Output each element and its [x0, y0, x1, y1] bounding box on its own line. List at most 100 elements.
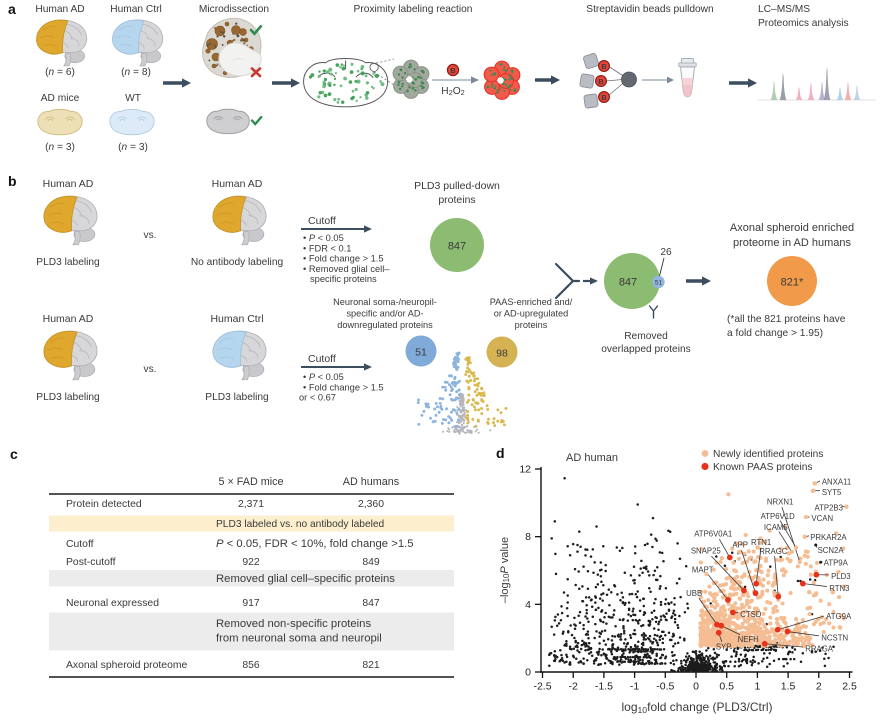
- protein-label-ICAM5: ICAM5: [764, 523, 788, 532]
- microcentrifuge-tube: [678, 58, 697, 98]
- svg-text:B: B: [601, 93, 606, 102]
- panel-a-n-ad-mice: (n = 3): [45, 142, 75, 153]
- b2-cutoff-bullets: • P < 0.05• Fold change > 1.5or < 0.67: [299, 372, 384, 403]
- protein-label-RRAGC: RRAGC: [759, 547, 788, 556]
- summary-table: 5 × FAD mice AD humans Protein detected 2,3…: [49, 476, 454, 678]
- svg-text:or < 0.67: or < 0.67: [299, 393, 336, 403]
- svg-text:B: B: [598, 77, 603, 86]
- svg-text:Protein detected: Protein detected: [66, 499, 142, 510]
- svg-text:Removed glial cell–specific pr: Removed glial cell–specific proteins: [216, 573, 395, 585]
- svg-text:P < 0.05, FDR < 10%, fold chan: P < 0.05, FDR < 10%, fold change >1.5: [216, 538, 414, 550]
- microdissection-tissue: [202, 17, 262, 78]
- b1-left-title: Human AD: [43, 178, 94, 190]
- panel-d-letter: d: [496, 445, 505, 461]
- panel-a-lcms-title-2: Proteomics analysis: [758, 18, 849, 29]
- svg-text:specific and/or AD-: specific and/or AD-: [346, 309, 423, 319]
- b1-circle-title-1: PLD3 pulled-down: [414, 180, 500, 192]
- venn-removed-2: overlapped proteins: [601, 344, 690, 355]
- b2-gold-circle-label: PAAS-enriched and/or AD-upregulatedprote…: [490, 297, 573, 330]
- svg-text:-2: -2: [569, 681, 578, 693]
- svg-text:Neuronal expressed: Neuronal expressed: [66, 598, 159, 609]
- venn-51-value: 51: [655, 280, 663, 287]
- protein-label-RRAGA: RRAGA: [805, 644, 834, 653]
- legend-dot-new: [701, 450, 709, 457]
- svg-text:specific proteins: specific proteins: [310, 274, 377, 284]
- b2-vs: vs.: [143, 364, 156, 375]
- circle-847-pulled-down: [430, 218, 484, 272]
- svg-text:-0.5: -0.5: [656, 681, 674, 693]
- b1-cutoff-bullets: • P < 0.05• FDR < 0.1• Fold change > 1.5…: [303, 233, 390, 284]
- venn-26-label: 26: [660, 247, 672, 258]
- circle-51: [405, 335, 437, 367]
- b2-right-sub: PLD3 labeling: [205, 392, 269, 403]
- svg-text:or AD-upregulated: or AD-upregulated: [494, 309, 569, 319]
- circle-98-value: 98: [496, 348, 508, 360]
- svg-text:PLD3 labeled vs. no antibody l: PLD3 labeled vs. no antibody labeled: [216, 519, 385, 530]
- protein-label-UBB: UBB: [686, 589, 702, 598]
- zoom-dash-lines: [371, 58, 398, 88]
- mini-volcano-plot: [416, 351, 508, 435]
- legend-label-new: Newly identified proteins: [713, 449, 823, 460]
- protein-label-ATG9A: ATG9A: [826, 612, 852, 621]
- brain-human-ctrl: [112, 19, 164, 67]
- result-note-1: (*all the 821 proteins have: [727, 314, 846, 325]
- protein-label-ANXA11: ANXA11: [822, 477, 851, 486]
- svg-text:B: B: [450, 66, 456, 75]
- svg-text:AD humans: AD humans: [343, 476, 400, 488]
- svg-text:2: 2: [816, 681, 822, 693]
- panel-a-human-ad-title: Human AD: [35, 4, 84, 15]
- panel-a-n-wt: (n = 3): [118, 142, 148, 153]
- protein-label-ATP2B3: ATP2B3: [815, 504, 843, 513]
- legend-label-known: Known PAAS proteins: [713, 462, 812, 473]
- svg-text:2,371: 2,371: [238, 499, 264, 510]
- panel-b: b Human AD PLD3 labeling vs. Human AD No…: [8, 173, 854, 435]
- venn-circle-847: [604, 253, 660, 309]
- h2o2-label: H2O2: [441, 86, 464, 97]
- svg-text:from neuronal soma and neuropi: from neuronal soma and neuropil: [216, 633, 382, 645]
- chart-legend: Newly identified proteins Known PAAS pro…: [701, 449, 823, 473]
- svg-text:• FDR < 0.1: • FDR < 0.1: [303, 243, 351, 253]
- circle-98: [486, 336, 518, 368]
- svg-text:5 × FAD mice: 5 × FAD mice: [218, 476, 283, 488]
- panel-a-letter: a: [8, 1, 16, 17]
- panel-a-human-ctrl-title: Human Ctrl: [110, 4, 162, 15]
- b1-right-brain: [212, 195, 267, 246]
- svg-text:1.5: 1.5: [781, 681, 796, 693]
- svg-text:Cutoff: Cutoff: [66, 539, 94, 550]
- protein-label-VCAN: VCAN: [811, 514, 833, 523]
- venn-circle-51: [652, 275, 665, 289]
- flow-arrow-3: [535, 75, 560, 85]
- circle-847-value: 847: [448, 241, 466, 253]
- flow-arrow-4: [729, 78, 757, 88]
- protein-label-PRKAR2A: PRKAR2A: [810, 533, 847, 542]
- panel-a-n-human-ctrl: (n = 8): [121, 67, 151, 78]
- protein-label-APP: APP: [732, 541, 748, 550]
- svg-text:Neuronal soma-/neuropil-: Neuronal soma-/neuropil-: [333, 297, 437, 307]
- cross-icon: [250, 67, 262, 78]
- check-icon-2: [250, 115, 263, 126]
- protein-label-ATP6V1D: ATP6V1D: [761, 512, 795, 521]
- b1-cutoff-arrow: [301, 225, 372, 233]
- b2-left-title: Human AD: [43, 313, 94, 325]
- antibody-y-icon: [648, 305, 659, 319]
- b2-cutoff-title: Cutoff: [308, 353, 336, 365]
- result-title-2: proteome in AD humans: [733, 237, 852, 249]
- svg-text:2.5: 2.5: [842, 681, 857, 693]
- flow-arrow-2: [272, 78, 300, 88]
- protein-label-NRXN1: NRXN1: [767, 498, 793, 507]
- b1-right-title: Human AD: [212, 178, 263, 190]
- protein-label-SCN2A: SCN2A: [818, 546, 845, 555]
- b1-circle-title-2: proteins: [438, 194, 475, 206]
- svg-text:8: 8: [525, 531, 531, 543]
- result-title-1: Axonal spheroid enriched: [730, 222, 854, 234]
- svg-text:821: 821: [362, 660, 380, 671]
- svg-text:• Fold change > 1.5: • Fold change > 1.5: [303, 254, 384, 264]
- result-proteome: Axonal spheroid enriched proteome in AD …: [727, 222, 854, 339]
- protein-label-NCSTN: NCSTN: [821, 633, 848, 642]
- venn-diagram: 847 51 26 Removed overlapped proteins: [601, 247, 690, 355]
- svg-text:• P < 0.05: • P < 0.05: [303, 233, 344, 243]
- check-icon: [249, 25, 263, 36]
- svg-text:-1: -1: [630, 681, 639, 693]
